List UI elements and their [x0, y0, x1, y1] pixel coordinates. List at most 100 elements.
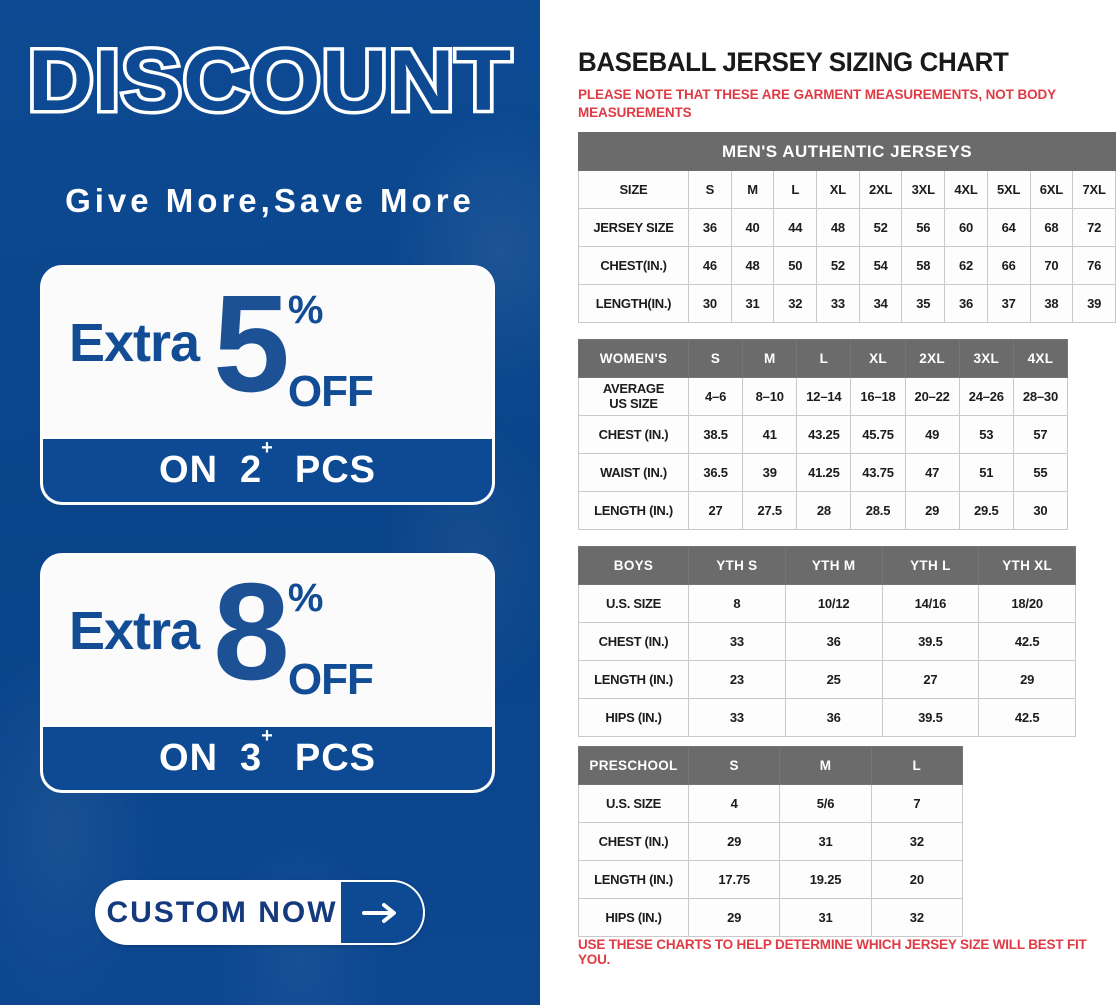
table-cell: 8 — [688, 584, 786, 623]
chart-title: BASEBALL JERSEY SIZING CHART — [578, 47, 1009, 77]
table-banner-row: MEN'S AUTHENTIC JERSEYS — [578, 132, 1116, 171]
column-header: 7XL — [1072, 170, 1116, 209]
column-header: YTH M — [784, 546, 883, 585]
table-cell: 29 — [687, 898, 781, 937]
off-label: OFF — [287, 367, 374, 416]
custom-now-button[interactable]: CUSTOM NOW — [95, 880, 425, 945]
table-cell: 29.5 — [958, 491, 1014, 530]
mens-sizing-table: MEN'S AUTHENTIC JERSEYS SIZE S M L XL 2XL 3XL 4X… — [578, 132, 1116, 323]
chart-footer-note: USE THESE CHARTS TO HELP DETERMINE WHICH… — [578, 937, 1087, 967]
custom-now-label: CUSTOM NOW — [106, 895, 338, 929]
table-cell: 5/6 — [779, 784, 872, 823]
table-cell: 46 — [688, 246, 732, 285]
row-label: CHEST (IN.) — [578, 822, 689, 861]
column-header: 4XL — [1012, 339, 1069, 378]
promo-subtitle: Give More,Save More — [65, 182, 475, 219]
row-label: LENGTH(IN.) — [578, 284, 689, 323]
row-label-line: AVERAGE — [602, 380, 665, 396]
table-cell: 28–30 — [1012, 377, 1069, 416]
table-cell: 62 — [944, 246, 988, 285]
discount-amount: 8 — [213, 555, 290, 709]
table-corner-label: SIZE — [578, 170, 689, 209]
table-row: WAIST (IN.) 36.5 39 41.25 43.75 47 51 55 — [578, 453, 1069, 492]
table-cell: 53 — [958, 415, 1014, 454]
quantity-threshold: 2+ — [240, 437, 273, 492]
table-cell: 33 — [688, 622, 786, 661]
table-cell: 33 — [688, 698, 786, 737]
quantity-plus: + — [261, 437, 273, 460]
table-cell: 57 — [1012, 415, 1069, 454]
boys-sizing-table: BOYS YTH S YTH M YTH L YTH XL U.S. SIZE 8 10/12… — [578, 546, 1076, 737]
table-cell: 52 — [858, 208, 903, 247]
row-label: CHEST (IN.) — [578, 622, 689, 661]
row-label: U.S. SIZE — [578, 784, 689, 823]
percent-symbol: % — [287, 288, 324, 332]
table-cell: 43.25 — [796, 415, 852, 454]
preschool-table-body: PRESCHOOL S M L U.S. SIZE 4 5/6 7 CHEST (IN.) 29 3… — [578, 746, 964, 937]
arrow-right-icon — [339, 880, 425, 945]
table-cell: 4 — [687, 784, 781, 823]
table-cell: 36 — [688, 208, 732, 247]
table-row: LENGTH (IN.) 17.75 19.25 20 — [578, 860, 964, 899]
table-banner: MEN'S AUTHENTIC JERSEYS — [578, 132, 1116, 171]
table-cell: 42.5 — [978, 698, 1076, 737]
table-cell: 43.75 — [850, 453, 906, 492]
table-cell: 31 — [779, 898, 872, 937]
row-label: WAIST (IN.) — [578, 453, 689, 492]
discount-amount: 5 — [213, 267, 290, 421]
discount-card-5-percent[interactable]: Extra 5 % OFF ON 2+ PCS — [40, 265, 495, 505]
table-cell: 41 — [742, 415, 798, 454]
table-cell: 20–22 — [904, 377, 960, 416]
row-label: LENGTH (IN.) — [578, 660, 689, 699]
table-cell: 4–6 — [687, 377, 744, 416]
row-label: HIPS (IN.) — [578, 698, 689, 737]
table-cell: 42.5 — [978, 622, 1076, 661]
table-cell: 40 — [730, 208, 775, 247]
table-row: CHEST (IN.) 38.5 41 43.25 45.75 49 53 57 — [578, 415, 1069, 454]
column-header: XL — [850, 339, 906, 378]
row-label: CHEST(IN.) — [578, 246, 689, 285]
table-cell: 29 — [904, 491, 960, 530]
table-header-row: WOMEN'S S M L XL 2XL 3XL 4XL — [578, 339, 1069, 378]
table-cell: 36 — [944, 284, 988, 323]
table-cell: 10/12 — [784, 584, 883, 623]
table-cell: 39 — [742, 453, 798, 492]
table-row: HIPS (IN.) 29 31 32 — [578, 898, 964, 937]
table-cell: 39.5 — [881, 698, 980, 737]
table-cell: 20 — [870, 860, 964, 899]
table-cell: 36 — [784, 698, 883, 737]
table-cell: 33 — [816, 284, 860, 323]
column-header: L — [773, 170, 818, 209]
mens-table-body: MEN'S AUTHENTIC JERSEYS SIZE S M L XL 2XL 3XL 4X… — [578, 132, 1116, 323]
table-cell: 29 — [687, 822, 781, 861]
discount-card-8-percent[interactable]: Extra 8 % OFF ON 3+ PCS — [40, 553, 495, 793]
womens-table-body: WOMEN'S S M L XL 2XL 3XL 4XL AVERAGE US SIZE 4–6 8–… — [578, 339, 1069, 530]
table-cell: 36 — [784, 622, 883, 661]
table-cell: 44 — [773, 208, 818, 247]
table-cell: 72 — [1072, 208, 1116, 247]
pcs-label: PCS — [294, 737, 376, 779]
table-header-row: PRESCHOOL S M L — [578, 746, 964, 785]
table-cell: 49 — [904, 415, 960, 454]
table-cell: 23 — [688, 660, 786, 699]
row-label: U.S. SIZE — [578, 584, 689, 623]
discount-card-condition: ON 2+ PCS — [43, 436, 492, 502]
table-cell: 38 — [1029, 284, 1074, 323]
table-cell: 14/16 — [881, 584, 980, 623]
column-header: 3XL — [901, 170, 946, 209]
table-cell: 7 — [870, 784, 964, 823]
table-cell: 32 — [870, 822, 964, 861]
table-cell: 31 — [730, 284, 775, 323]
extra-label: Extra — [69, 601, 200, 661]
column-header: S — [687, 339, 744, 378]
table-cell: 18/20 — [978, 584, 1076, 623]
table-cell: 39 — [1072, 284, 1116, 323]
column-header: S — [687, 746, 781, 785]
table-row: U.S. SIZE 8 10/12 14/16 18/20 — [578, 584, 1076, 623]
column-header: YTH XL — [978, 546, 1076, 585]
table-cell: 54 — [858, 246, 903, 285]
table-row: AVERAGE US SIZE 4–6 8–10 12–14 16–18 20–22 24–2… — [578, 377, 1069, 416]
table-row: HIPS (IN.) 33 36 39.5 42.5 — [578, 698, 1076, 737]
table-cell: 32 — [773, 284, 818, 323]
